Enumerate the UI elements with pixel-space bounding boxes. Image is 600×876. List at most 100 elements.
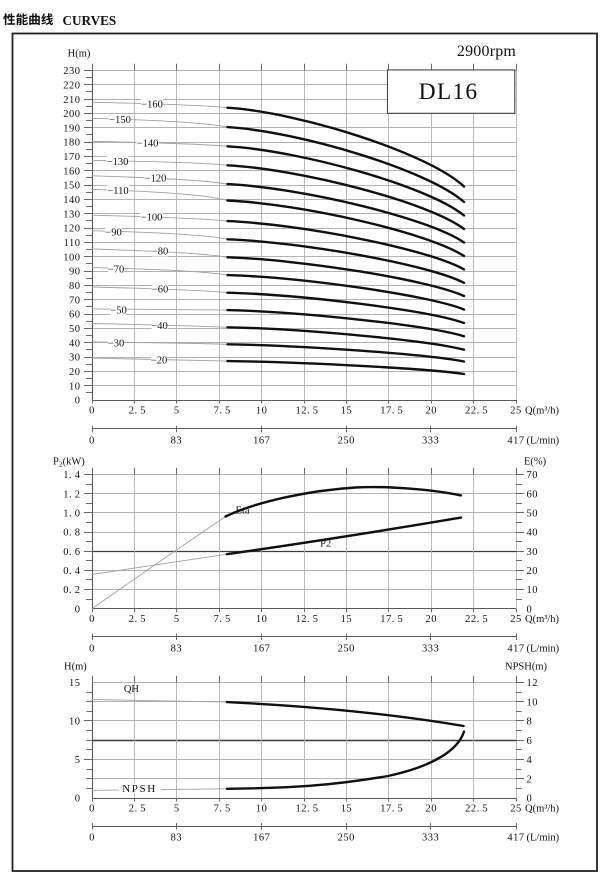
svg-text:−110: −110 xyxy=(107,186,128,197)
svg-text:7. 5: 7. 5 xyxy=(214,614,231,625)
svg-text:0: 0 xyxy=(89,643,95,654)
svg-text:CURVES: CURVES xyxy=(63,13,117,28)
svg-text:25: 25 xyxy=(510,614,522,625)
svg-text:E(%): E(%) xyxy=(524,457,547,468)
svg-text:8: 8 xyxy=(527,717,533,728)
svg-text:−80: −80 xyxy=(152,247,168,258)
svg-text:150: 150 xyxy=(63,181,80,192)
svg-text:180: 180 xyxy=(63,138,80,149)
svg-text:190: 190 xyxy=(63,123,80,134)
svg-text:250: 250 xyxy=(338,643,355,654)
svg-text:30: 30 xyxy=(527,547,539,558)
svg-text:167: 167 xyxy=(253,833,270,844)
svg-text:110: 110 xyxy=(64,238,81,249)
svg-text:70: 70 xyxy=(69,295,81,306)
svg-text:60: 60 xyxy=(527,489,539,500)
svg-text:333: 333 xyxy=(422,833,439,844)
svg-text:P2(kW): P2(kW) xyxy=(53,457,85,469)
svg-text:0: 0 xyxy=(527,604,533,615)
svg-text:−90: −90 xyxy=(105,227,121,238)
svg-text:Q(m³/h): Q(m³/h) xyxy=(525,405,560,416)
svg-text:(L/min): (L/min) xyxy=(527,435,560,446)
svg-text:−20: −20 xyxy=(151,356,167,367)
svg-text:333: 333 xyxy=(422,643,439,654)
svg-text:1. 2: 1. 2 xyxy=(63,489,80,500)
svg-text:5: 5 xyxy=(174,803,180,814)
svg-text:QH: QH xyxy=(124,684,140,695)
svg-text:417: 417 xyxy=(507,833,524,844)
svg-text:10: 10 xyxy=(256,405,268,416)
svg-text:22. 5: 22. 5 xyxy=(465,803,488,814)
svg-text:80: 80 xyxy=(69,281,81,292)
svg-text:250: 250 xyxy=(338,435,355,446)
svg-text:2900rpm: 2900rpm xyxy=(457,43,517,60)
svg-text:2. 5: 2. 5 xyxy=(129,405,146,416)
svg-text:−60: −60 xyxy=(152,285,168,296)
svg-text:20: 20 xyxy=(425,614,437,625)
svg-text:20: 20 xyxy=(425,405,437,416)
svg-text:6: 6 xyxy=(527,736,533,747)
svg-text:(L/min): (L/min) xyxy=(527,643,560,654)
svg-text:90: 90 xyxy=(69,267,81,278)
svg-text:2. 5: 2. 5 xyxy=(129,614,146,625)
svg-text:1. 4: 1. 4 xyxy=(63,470,80,481)
svg-text:H(m): H(m) xyxy=(68,49,91,60)
svg-text:NPSH(m): NPSH(m) xyxy=(505,662,548,673)
svg-text:−130: −130 xyxy=(107,157,129,168)
svg-text:0. 8: 0. 8 xyxy=(63,528,80,539)
svg-text:22. 5: 22. 5 xyxy=(465,614,488,625)
svg-text:15: 15 xyxy=(341,614,353,625)
svg-text:15: 15 xyxy=(341,803,353,814)
svg-text:5: 5 xyxy=(75,755,81,766)
svg-text:−70: −70 xyxy=(108,264,124,275)
svg-text:417: 417 xyxy=(507,435,524,446)
svg-text:0: 0 xyxy=(89,405,95,416)
svg-text:−50: −50 xyxy=(110,306,126,317)
svg-text:167: 167 xyxy=(253,643,270,654)
svg-text:40: 40 xyxy=(527,528,539,539)
svg-text:−120: −120 xyxy=(145,173,167,184)
svg-text:−160: −160 xyxy=(141,100,163,111)
svg-text:0: 0 xyxy=(89,833,95,844)
svg-text:Q(m³/h): Q(m³/h) xyxy=(525,803,560,814)
svg-text:140: 140 xyxy=(63,195,80,206)
svg-text:100: 100 xyxy=(63,252,80,263)
svg-text:2. 5: 2. 5 xyxy=(129,803,146,814)
svg-text:0: 0 xyxy=(89,614,95,625)
svg-text:Eta: Eta xyxy=(236,506,250,517)
svg-text:10: 10 xyxy=(256,803,268,814)
svg-text:12. 5: 12. 5 xyxy=(296,803,319,814)
svg-text:7. 5: 7. 5 xyxy=(214,803,231,814)
svg-text:17. 5: 17. 5 xyxy=(380,405,403,416)
svg-text:5: 5 xyxy=(174,405,180,416)
svg-text:−140: −140 xyxy=(137,139,159,150)
svg-text:20: 20 xyxy=(69,367,81,378)
svg-text:10: 10 xyxy=(527,697,539,708)
svg-text:4: 4 xyxy=(527,755,533,766)
svg-text:H(m): H(m) xyxy=(64,662,87,673)
svg-text:20: 20 xyxy=(527,566,539,577)
svg-text:210: 210 xyxy=(63,95,80,106)
svg-text:0. 6: 0. 6 xyxy=(63,547,80,558)
svg-text:10: 10 xyxy=(69,381,81,392)
svg-text:5: 5 xyxy=(174,614,180,625)
svg-text:−150: −150 xyxy=(109,115,131,126)
svg-text:160: 160 xyxy=(63,166,80,177)
svg-text:50: 50 xyxy=(527,509,539,520)
svg-text:0: 0 xyxy=(89,803,95,814)
svg-text:22. 5: 22. 5 xyxy=(465,405,488,416)
svg-text:70: 70 xyxy=(527,470,539,481)
svg-text:15: 15 xyxy=(69,678,81,689)
svg-text:DL16: DL16 xyxy=(419,79,479,105)
svg-text:7. 5: 7. 5 xyxy=(214,405,231,416)
svg-text:0: 0 xyxy=(89,435,95,446)
svg-text:60: 60 xyxy=(69,310,81,321)
svg-text:0: 0 xyxy=(75,604,81,615)
svg-text:10: 10 xyxy=(527,585,539,596)
svg-text:20: 20 xyxy=(425,803,437,814)
svg-text:40: 40 xyxy=(69,338,81,349)
svg-text:170: 170 xyxy=(63,152,80,163)
svg-text:17. 5: 17. 5 xyxy=(380,803,403,814)
svg-text:50: 50 xyxy=(69,324,81,335)
svg-text:25: 25 xyxy=(510,803,522,814)
